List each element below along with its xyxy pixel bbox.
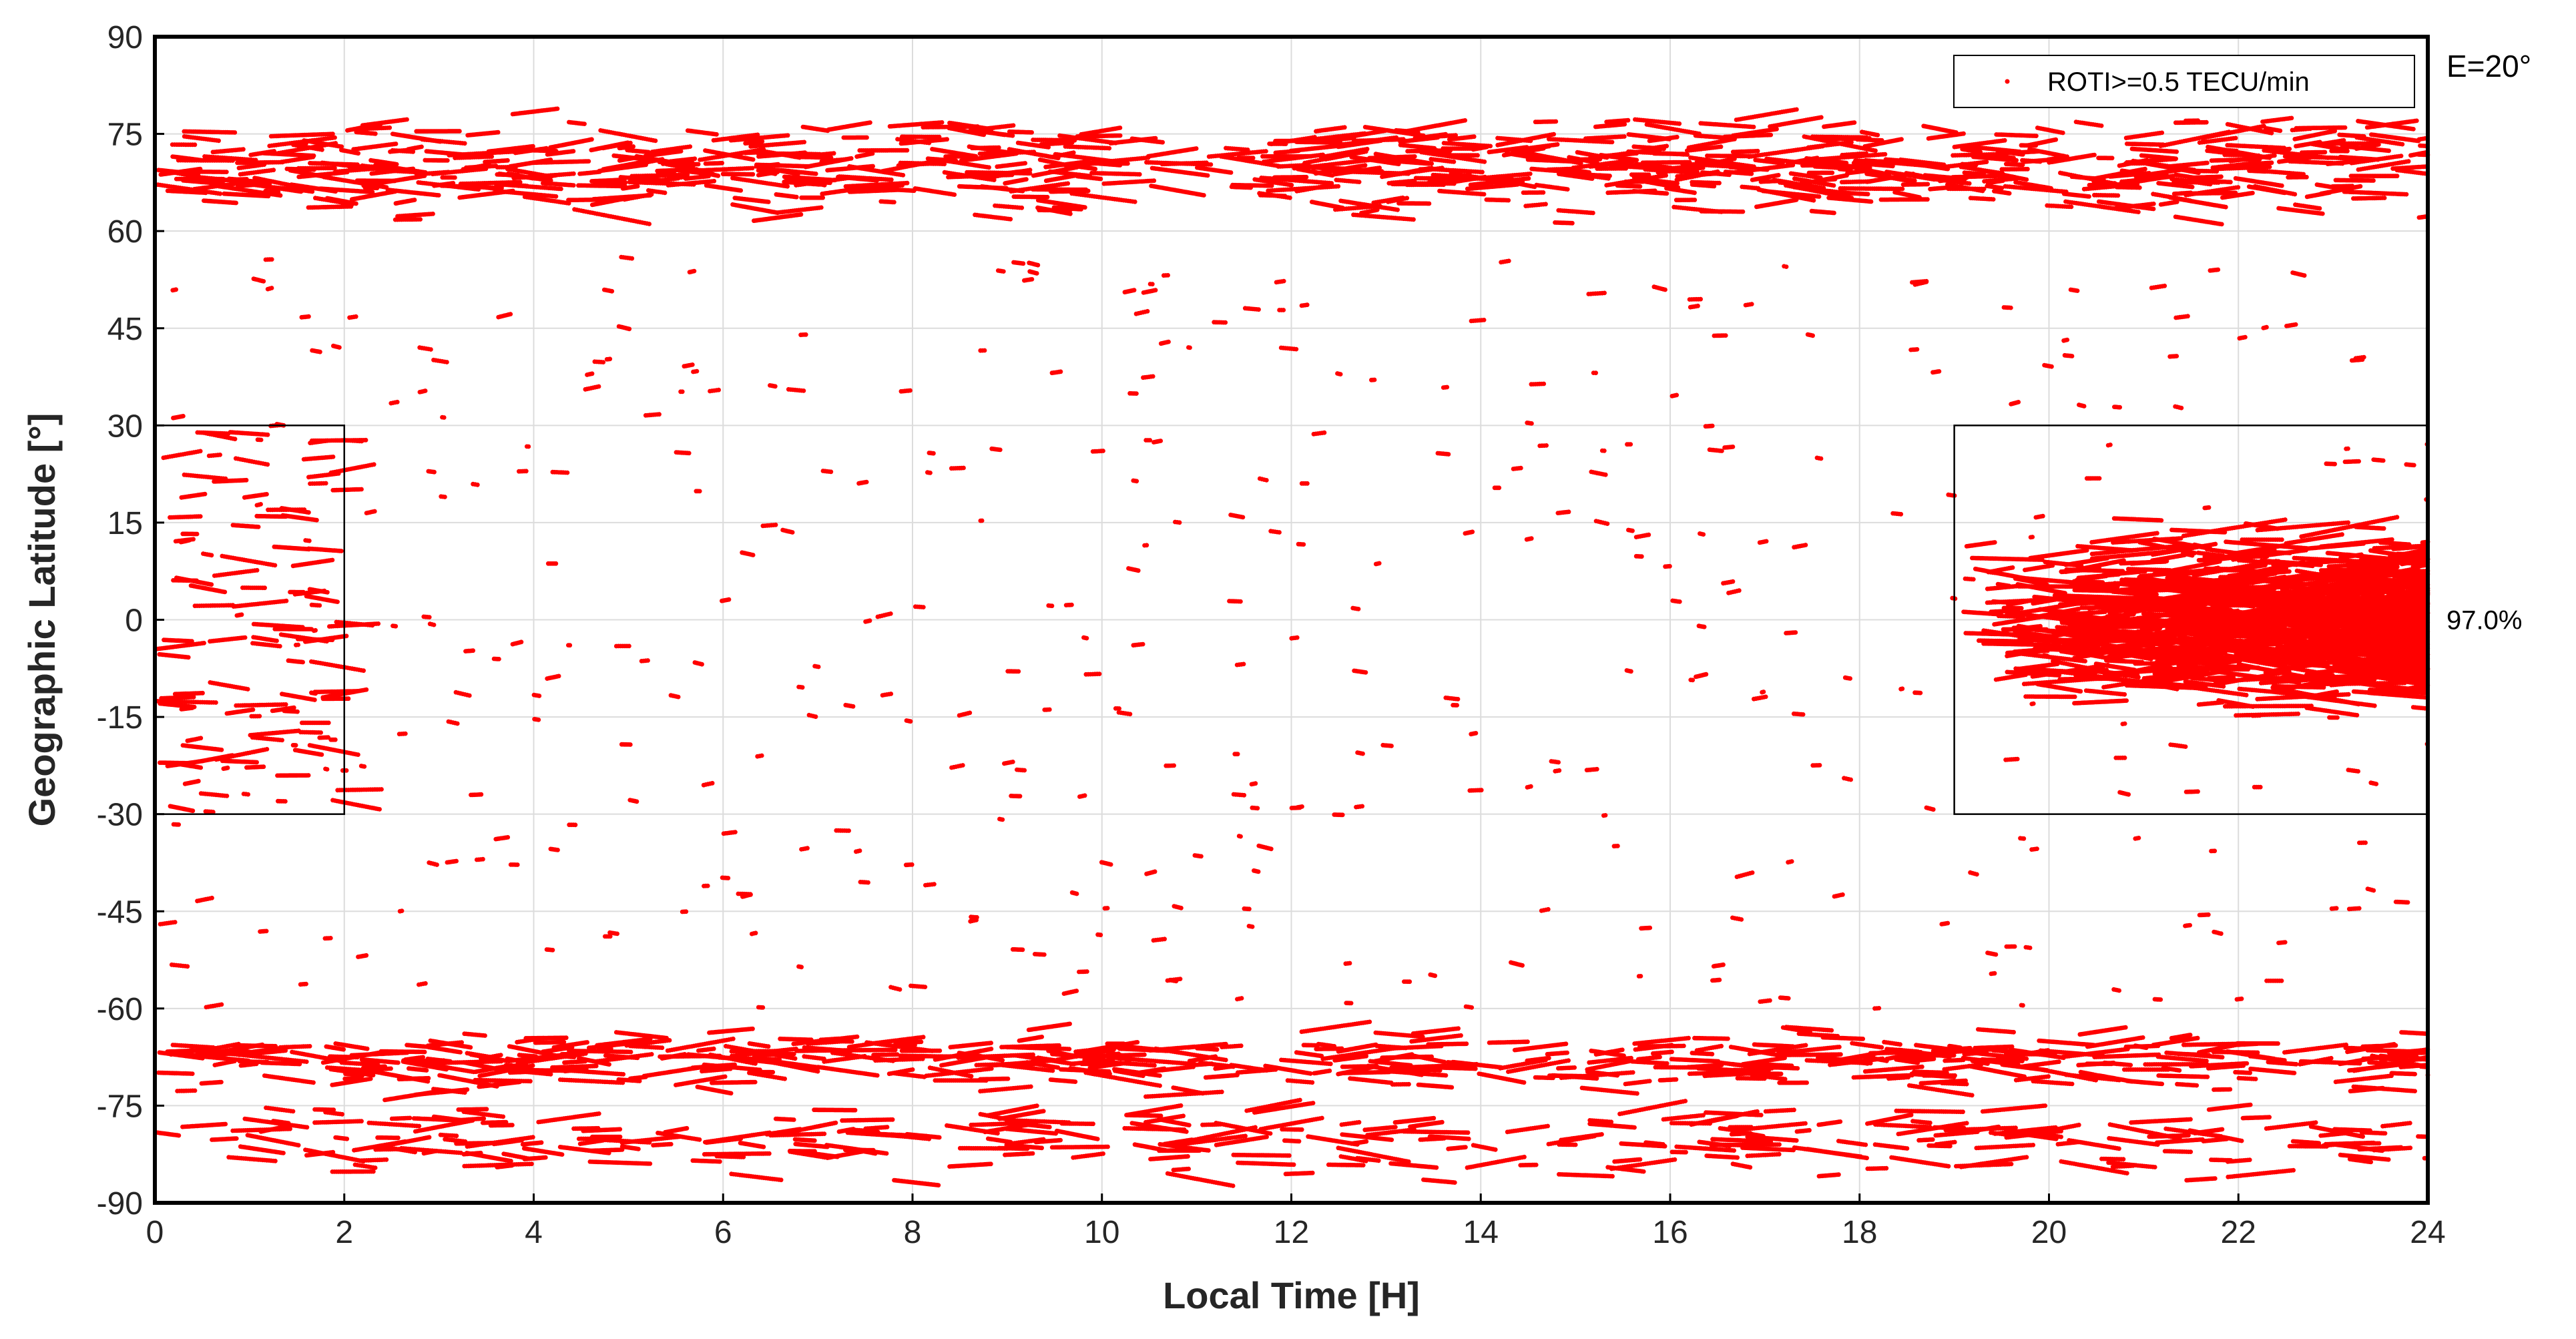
data-point [2205, 161, 2210, 166]
data-point [868, 120, 872, 125]
data-point [2404, 192, 2409, 197]
data-point [2234, 136, 2238, 141]
data-point [1099, 177, 1103, 182]
data-point [712, 179, 716, 184]
data-point [234, 201, 238, 206]
data-point [900, 173, 905, 178]
data-point [2318, 206, 2322, 211]
data-point [266, 180, 271, 185]
data-point [945, 137, 949, 142]
data-point [2174, 150, 2179, 154]
data-point [1626, 118, 1631, 123]
data-point [814, 172, 818, 176]
data-point [635, 184, 640, 189]
data-point [2061, 131, 2065, 136]
data-point [1852, 120, 1857, 125]
data-point [405, 117, 409, 122]
data-point [1756, 149, 1760, 154]
data-point [1833, 177, 1838, 182]
data-point [2358, 184, 2363, 189]
data-point [1610, 140, 1615, 145]
data-point [1427, 202, 1432, 206]
data-point [241, 147, 246, 152]
data-point [849, 156, 854, 161]
data-point [1961, 131, 1966, 136]
data-point [571, 149, 576, 154]
data-point [1873, 148, 1878, 153]
data-point [2323, 150, 2328, 155]
data-point [1312, 135, 1317, 140]
data-point [1551, 132, 1556, 137]
data-point [2143, 167, 2147, 172]
data-point [1288, 196, 1292, 200]
data-point [2236, 185, 2240, 190]
data-point [773, 172, 778, 176]
data-point [2173, 156, 2178, 161]
data-point [952, 192, 957, 197]
data-point [559, 187, 563, 192]
data-point [1830, 171, 1834, 176]
data-point [2287, 147, 2292, 152]
data-point [2382, 196, 2387, 200]
data-point [394, 142, 399, 146]
data-point [738, 188, 743, 193]
data-point [820, 196, 825, 200]
data-point [2292, 192, 2297, 197]
data-point [1541, 190, 1546, 195]
data-point [692, 156, 697, 161]
data-point [1411, 217, 1416, 222]
data-point [799, 212, 804, 217]
data-point [696, 162, 701, 167]
data-point [2219, 174, 2224, 179]
data-point [1377, 166, 1382, 170]
data-point [2386, 149, 2391, 154]
data-point [1555, 142, 1560, 147]
data-point [1229, 170, 1234, 175]
data-point [378, 121, 383, 126]
data-point [2159, 131, 2164, 136]
data-point [1118, 133, 1123, 138]
data-point [826, 128, 830, 133]
data-point [1045, 195, 1050, 200]
data-point [2220, 222, 2224, 227]
data-point [276, 190, 281, 194]
data-point [940, 120, 945, 125]
data-point [2069, 205, 2074, 210]
data-point [356, 151, 360, 156]
data-point [1264, 149, 1268, 154]
data-point [1925, 197, 1930, 202]
data-point [1482, 160, 1487, 164]
data-point [1869, 200, 1874, 204]
data-point [987, 165, 991, 170]
data-point [2092, 153, 2097, 158]
data-point [623, 184, 627, 189]
data-point [1206, 174, 1210, 178]
data-point [1357, 180, 1362, 184]
data-point [1463, 118, 1467, 123]
